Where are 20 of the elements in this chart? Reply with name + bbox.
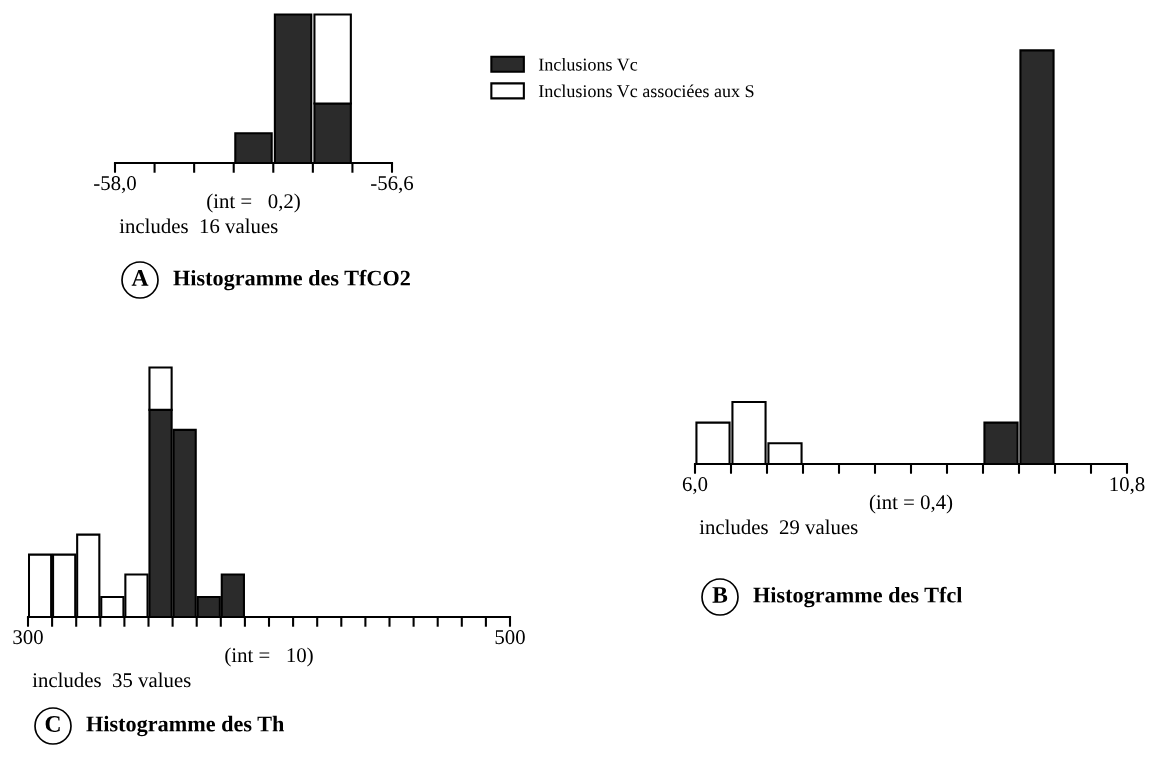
text: includes 35 values: [32, 672, 191, 688]
text: (int = 0,4): [869, 494, 953, 514]
text: Histogramme des Tfcl: [753, 586, 963, 608]
text: A: [131, 270, 149, 286]
x-tick-label: 300: [13, 630, 43, 645]
text: Histogramme des Th: [86, 715, 285, 737]
text: includes 16 values: [119, 218, 278, 234]
x-tick-label: -56,6: [371, 176, 414, 194]
x-tick-label: 10,8: [1110, 477, 1145, 495]
text: Histogramme des TfCO2: [173, 269, 410, 291]
legend-label: Inclusions Vc associées aux S: [538, 84, 754, 98]
text: (int = 0,2): [207, 193, 300, 213]
legend-label: Inclusions Vc: [538, 57, 638, 71]
x-tick-label: 6,0: [682, 477, 708, 495]
x-tick-label: -58,0: [94, 176, 136, 194]
text: (int = 10): [225, 647, 313, 667]
x-tick-label: 500: [495, 630, 525, 645]
text: includes 29 values: [699, 519, 858, 535]
text: C: [45, 716, 60, 732]
text: B: [712, 587, 728, 603]
